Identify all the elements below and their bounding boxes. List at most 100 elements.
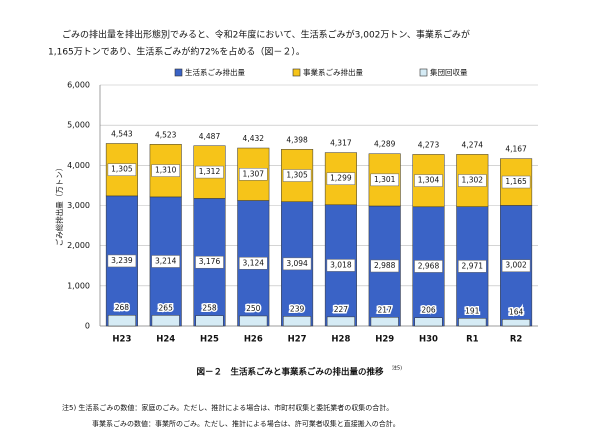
total-label: 4,398 <box>286 135 308 144</box>
value-label: 265 <box>159 303 174 312</box>
value-label: 3,018 <box>330 260 352 269</box>
value-label: 3,239 <box>111 256 133 265</box>
value-label-box <box>458 174 487 187</box>
value-label: 1,310 <box>155 166 177 175</box>
bar-segment <box>502 319 531 327</box>
total-label: 4,523 <box>155 130 177 139</box>
total-label: 4,543 <box>111 130 133 139</box>
bar-segment <box>370 317 399 327</box>
bar-segment <box>107 314 136 327</box>
value-label-box <box>458 260 487 273</box>
value-label: 1,305 <box>286 171 308 180</box>
bar-segment <box>239 315 268 327</box>
x-tick-label: H27 <box>288 335 307 345</box>
x-tick-label: R1 <box>466 335 479 345</box>
y-tick-label: 1,000 <box>67 281 90 290</box>
value-label: 1,301 <box>374 175 396 184</box>
bar-segment <box>195 315 224 327</box>
y-tick-label: 6,000 <box>67 81 90 90</box>
total-label: 4,274 <box>462 140 484 149</box>
note: 注5) 生活系ごみの数値：家庭のごみ。ただし、推計による場合は、市町村収集と委託… <box>62 403 393 412</box>
x-tick-label: H28 <box>331 335 350 345</box>
total-label: 4,167 <box>505 145 527 154</box>
value-label: 217 <box>378 305 393 314</box>
x-tick-label: H23 <box>112 335 131 345</box>
value-label: 3,002 <box>505 261 527 270</box>
value-label: 1,307 <box>243 169 265 178</box>
value-label-box <box>282 257 312 271</box>
value-label-box <box>239 257 268 270</box>
value-label: 239 <box>290 304 305 313</box>
value-label-box <box>195 255 224 269</box>
bar-segment <box>326 316 355 327</box>
value-label: 164 <box>509 307 524 316</box>
value-label-box <box>414 260 443 273</box>
note: 事業系ごみの数値：事業所のごみ。ただし、推計による場合は、許可業者収集と直接搬入… <box>92 419 400 428</box>
caption-note: 注5) <box>392 365 402 372</box>
value-label: 1,302 <box>462 176 484 185</box>
legend-label: 集団回収量 <box>430 67 468 77</box>
x-tick-label: H26 <box>244 335 263 345</box>
value-label-box <box>239 168 268 181</box>
value-label-box <box>501 259 531 272</box>
value-label: 3,176 <box>199 257 221 266</box>
value-label: 1,165 <box>505 177 527 186</box>
value-label: 1,299 <box>330 174 352 183</box>
value-label-box <box>151 255 180 268</box>
value-label: 191 <box>465 306 480 315</box>
value-label-box <box>414 174 443 187</box>
value-label-box <box>326 259 356 272</box>
x-tick-label: H24 <box>156 335 175 345</box>
total-label: 4,273 <box>418 140 440 149</box>
value-label: 3,094 <box>286 259 308 268</box>
y-tick-label: 2,000 <box>67 241 90 250</box>
value-label: 258 <box>202 304 217 313</box>
value-label-box <box>326 172 356 185</box>
caption: 図－２ 生活系ごみと事業系ごみの排出量の推移 <box>196 367 384 378</box>
value-label-box <box>107 163 137 176</box>
value-label: 1,312 <box>199 167 221 176</box>
y-axis-label: ごみ総排出量（万トン） <box>54 164 64 247</box>
value-label: 1,305 <box>111 165 133 174</box>
legend-label: 生活系ごみ排出量 <box>185 67 245 77</box>
total-label: 4,317 <box>330 139 352 148</box>
paragraph-line: 1,165万トンであり、生活系ごみが約72%を占める（図－２）。 <box>48 46 305 58</box>
total-label: 4,289 <box>374 140 396 149</box>
value-label: 227 <box>334 305 349 314</box>
value-label: 250 <box>246 304 261 313</box>
bar-segment <box>414 317 443 327</box>
y-tick-label: 3,000 <box>67 201 90 210</box>
value-label-box <box>501 175 531 189</box>
value-label-box <box>282 169 312 182</box>
y-tick-label: 0 <box>85 322 90 331</box>
bar-segment <box>458 318 487 327</box>
value-label-box <box>151 164 180 177</box>
y-tick-label: 4,000 <box>67 161 90 170</box>
total-label: 4,432 <box>243 134 265 143</box>
value-label-box <box>195 165 224 179</box>
legend-label: 事業系ごみ排出量 <box>303 67 363 77</box>
bar-segment <box>283 316 312 327</box>
x-tick-label: H29 <box>375 335 394 345</box>
value-label-box <box>107 254 137 268</box>
value-label: 3,124 <box>243 258 265 267</box>
x-tick-label: H25 <box>200 335 219 345</box>
value-label: 2,968 <box>418 261 440 270</box>
value-label: 3,214 <box>155 256 177 265</box>
legend-swatch <box>174 68 183 77</box>
paragraph-line: ごみの排出量を排出形態別でみると、令和2年度において、生活系ごみが3,002万ト… <box>62 29 470 41</box>
bar-segment <box>151 315 180 327</box>
y-tick-label: 5,000 <box>67 121 90 130</box>
value-label: 2,971 <box>462 261 484 270</box>
value-label-box <box>370 173 399 187</box>
value-label: 268 <box>115 303 130 312</box>
legend-swatch <box>419 68 428 77</box>
value-label: 1,304 <box>418 176 440 185</box>
legend-swatch <box>292 68 301 77</box>
value-label: 206 <box>421 306 436 315</box>
value-label-box <box>370 259 399 273</box>
x-tick-label: R2 <box>510 335 523 345</box>
value-label: 2,988 <box>374 261 396 270</box>
total-label: 4,487 <box>199 132 221 141</box>
